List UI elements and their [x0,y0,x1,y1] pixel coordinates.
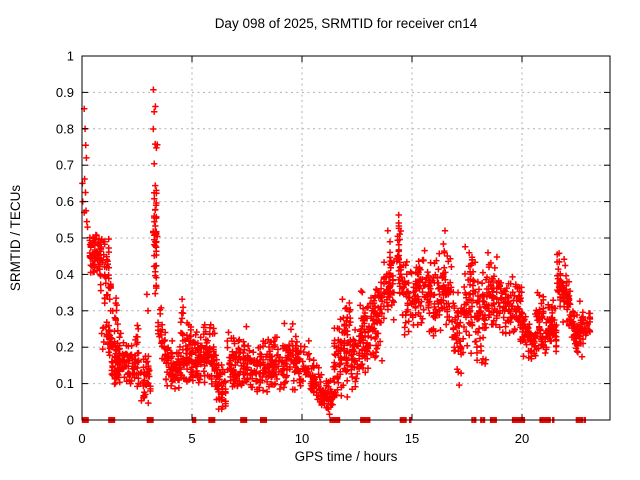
svg-text:0.5: 0.5 [56,231,74,246]
plot-border-and-ticks [81,55,611,421]
svg-text:0.6: 0.6 [56,194,74,209]
svg-text:10: 10 [295,431,309,446]
svg-text:0.8: 0.8 [56,121,74,136]
svg-text:0.7: 0.7 [56,158,74,173]
svg-text:0.4: 0.4 [56,267,74,282]
svg-text:0: 0 [67,413,74,428]
svg-text:0.3: 0.3 [56,303,74,318]
chart-title: Day 098 of 2025, SRMTID for receiver cn1… [214,16,478,31]
x-axis-label: GPS time / hours [294,449,398,464]
svg-text:1: 1 [67,49,74,64]
svg-text:20: 20 [515,431,529,446]
svg-text:5: 5 [188,431,195,446]
svg-text:0.2: 0.2 [56,340,74,355]
data-points [79,86,594,418]
svg-text:0.9: 0.9 [56,85,74,100]
svg-text:0: 0 [78,431,85,446]
svg-text:0.1: 0.1 [56,376,74,391]
tick-labels: 00.10.20.30.40.50.60.70.80.910 5 10 15 20 [56,49,529,447]
svg-text:15: 15 [405,431,419,446]
